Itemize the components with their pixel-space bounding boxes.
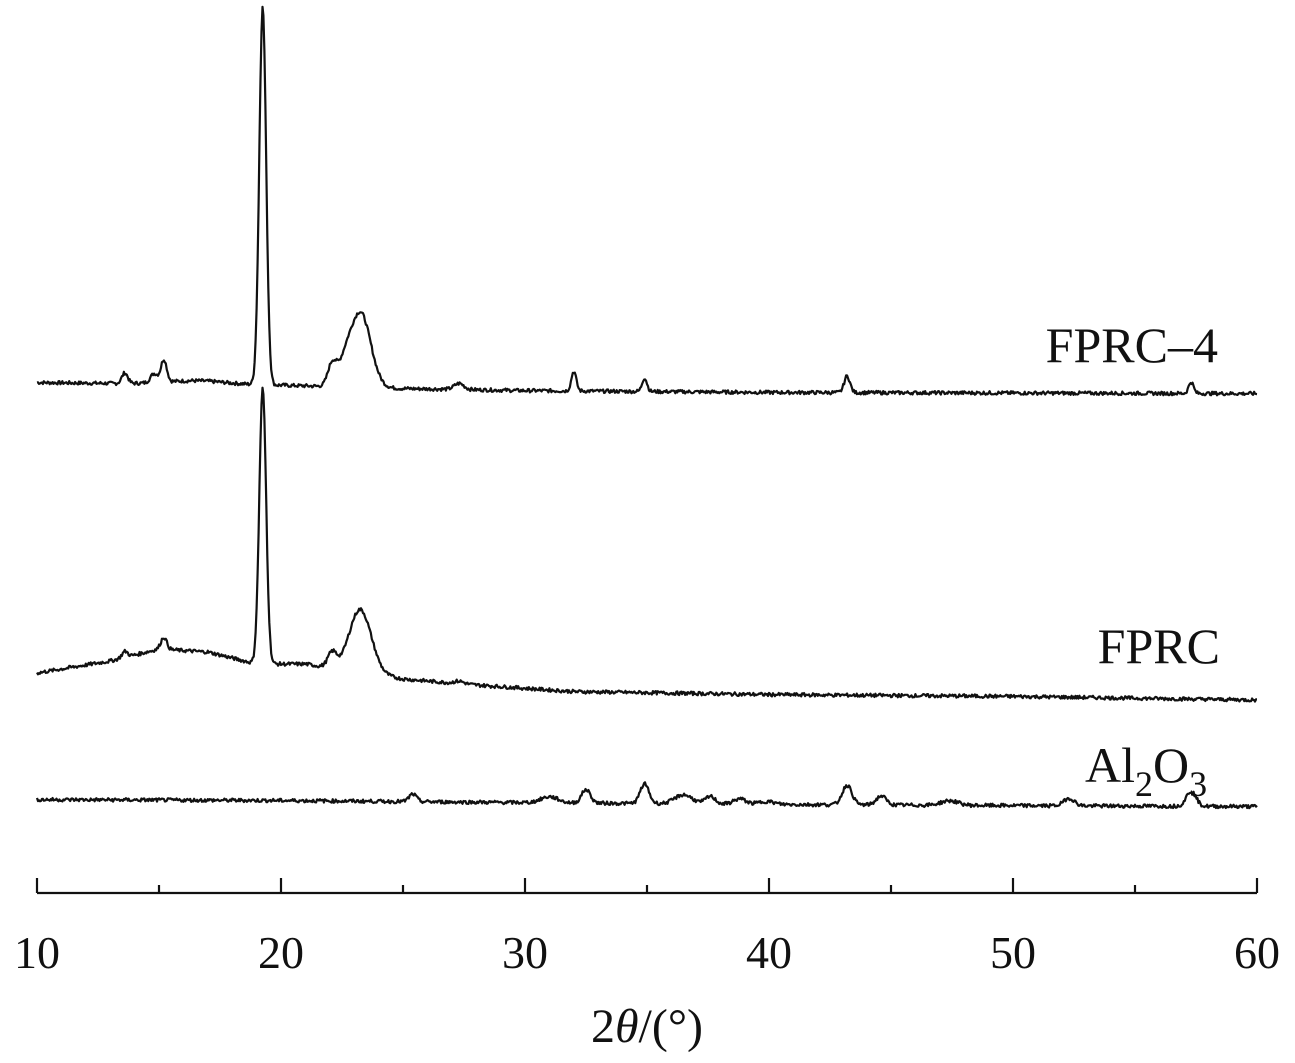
trace-layer [35,5,1258,810]
x-tick-label: 10 [14,927,60,978]
label-fprc-text: FPRC [1098,618,1220,674]
x-axis-title: 2θ/(°) [591,1000,703,1053]
x-axis-title-theta: θ [615,1000,639,1053]
x-tick-label: 20 [258,927,304,978]
x-tick-label: 30 [502,927,548,978]
x-axis-title-suffix: /(°) [639,1000,704,1053]
label-al2o3-o: O [1153,737,1189,793]
series-trace-1 [36,386,1258,703]
label-al2o3-sub2: 2 [1135,764,1153,804]
series-trace-2 [35,781,1258,810]
label-al2o3-al: Al [1085,737,1135,793]
series-label-fprc: FPRC [1098,618,1220,674]
x-tick-label: 50 [990,927,1036,978]
label-al2o3-text: Al2O3 [1085,737,1207,804]
x-tick-label: 60 [1234,927,1280,978]
series-label-al2o3: Al2O3 [1085,737,1207,804]
series-trace-0 [36,5,1258,397]
label-fprc4-text: FPRC–4 [1046,317,1218,373]
x-axis-title-prefix: 2 [591,1000,615,1053]
x-tick-label: 40 [746,927,792,978]
x-ticks: 10 20 30 40 50 60 [14,878,1280,978]
label-al2o3-sub3: 3 [1189,764,1207,804]
series-label-fprc4: FPRC–4 [1046,317,1218,373]
